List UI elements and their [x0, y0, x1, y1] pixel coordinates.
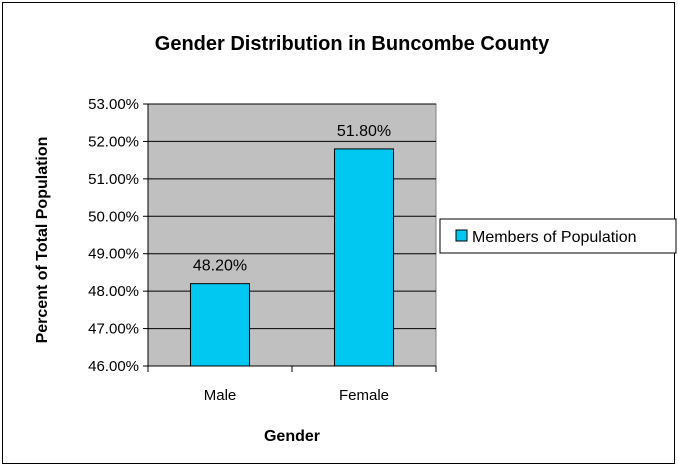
y-tick-label: 52.00% — [88, 133, 139, 150]
legend-label: Members of Population — [472, 229, 637, 246]
data-label: 48.20% — [193, 258, 247, 275]
bar-male — [189, 283, 251, 367]
y-tick-label: 48.00% — [88, 283, 139, 300]
y-tick-label: 46.00% — [88, 358, 139, 375]
x-axis-title: Gender — [264, 428, 320, 445]
legend-swatch — [455, 229, 468, 242]
y-axis-title: Percent of Total Population — [34, 137, 51, 344]
x-tick-label: Female — [339, 387, 389, 404]
chart-title: Gender Distribution in Buncombe County — [155, 33, 550, 55]
legend-box — [439, 218, 677, 254]
bar-female — [333, 148, 395, 367]
y-tick-label: 53.00% — [88, 96, 139, 113]
y-tick-label: 47.00% — [88, 321, 139, 338]
y-tick-label: 50.00% — [88, 208, 139, 225]
y-tick-label: 51.00% — [88, 171, 139, 188]
y-tick-label: 49.00% — [88, 246, 139, 263]
legend: Members of Population — [439, 218, 677, 254]
x-tick-label: Male — [204, 387, 237, 404]
data-label: 51.80% — [337, 123, 391, 140]
